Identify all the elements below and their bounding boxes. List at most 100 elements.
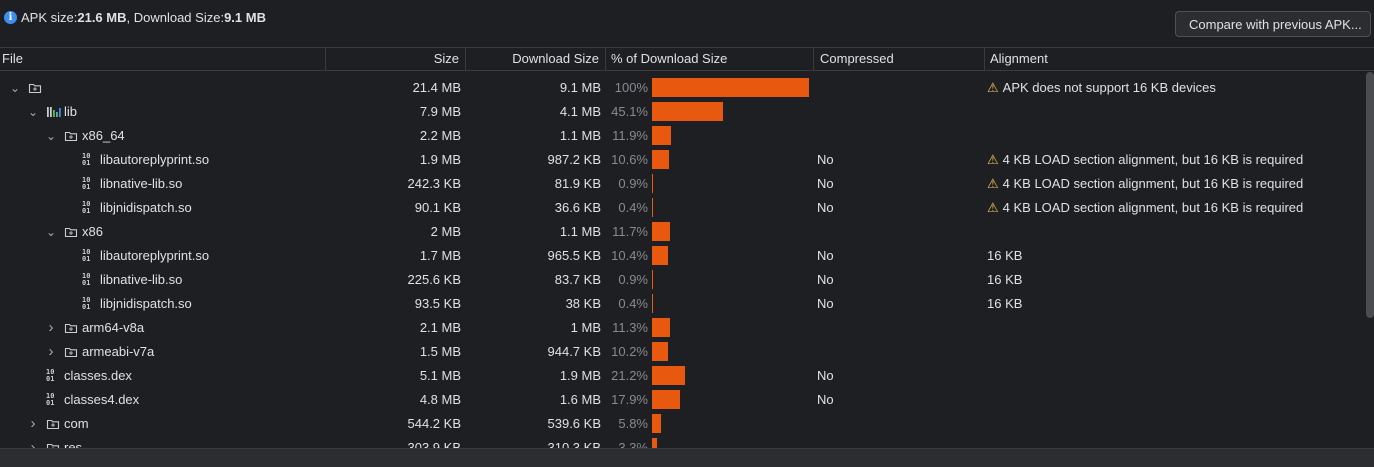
- column-header-size[interactable]: Size: [433, 51, 459, 66]
- table-row[interactable]: 10 01 libnative-lib.so 225.6 KB 83.7 KB 0.9% N…: [0, 268, 1374, 292]
- alignment-value: 16 KB: [987, 296, 1023, 311]
- table-header: File Size Download Size % of Download Si…: [0, 47, 1374, 71]
- column-header-alignment[interactable]: Alignment: [990, 51, 1048, 66]
- vertical-scrollbar[interactable]: [1366, 72, 1374, 318]
- alignment-value: 16 KB: [987, 272, 1023, 287]
- file-name: x86_64: [82, 128, 125, 143]
- column-divider[interactable]: [325, 48, 326, 70]
- download-size-value: 9.1 MB: [224, 10, 266, 25]
- percent-value: 100%: [614, 80, 648, 95]
- file-name: lib: [64, 104, 78, 119]
- column-divider[interactable]: [984, 48, 985, 70]
- horizontal-scroll-area[interactable]: [0, 448, 1374, 467]
- table-row[interactable]: 10 01 libjnidispatch.so 90.1 KB 36.6 KB 0.4% N…: [0, 196, 1374, 220]
- apk-summary: i APK size: 21.6 MB , Download Size: 9.1…: [4, 10, 266, 25]
- alignment-value: 4 KB LOAD section alignment, but 16 KB i…: [1002, 200, 1304, 215]
- chevron-down-icon[interactable]: ⌄: [27, 105, 39, 119]
- compressed-value: No: [817, 200, 834, 215]
- download-size-bar: [652, 414, 661, 433]
- binary-file-icon: 10 01: [82, 248, 91, 263]
- size-value: 1.7 MB: [419, 248, 461, 263]
- chevron-down-icon[interactable]: ⌄: [9, 81, 21, 95]
- compressed-value: No: [817, 272, 834, 287]
- download-size-value: 1.1 MB: [559, 224, 601, 239]
- column-header-compressed[interactable]: Compressed: [820, 51, 894, 66]
- download-size-bar: [652, 342, 668, 361]
- alignment-cell: ⚠ 4 KB LOAD section alignment, but 16 KB …: [987, 148, 1303, 172]
- table-row[interactable]: 10 01 classes.dex 5.1 MB 1.9 MB 21.2% No: [0, 364, 1374, 388]
- percent-value: 11.7%: [612, 224, 648, 239]
- size-value: 2 MB: [430, 224, 461, 239]
- table-row[interactable]: ⌄ lib 7.9 MB 4.1 MB 45.1%: [0, 100, 1374, 124]
- size-value: 242.3 KB: [407, 176, 462, 191]
- alignment-value: 4 KB LOAD section alignment, but 16 KB i…: [1002, 176, 1304, 191]
- download-size-value: 4.1 MB: [559, 104, 601, 119]
- compare-with-previous-apk-button[interactable]: Compare with previous APK...: [1175, 11, 1371, 37]
- column-header-file[interactable]: File: [2, 51, 23, 66]
- download-size-bar: [652, 438, 657, 456]
- download-size-bar: [652, 294, 653, 313]
- download-size-bar: [652, 366, 685, 385]
- binary-file-icon: 10 01: [46, 368, 55, 383]
- column-header-download-size[interactable]: Download Size: [512, 51, 599, 66]
- download-size-bar: [652, 390, 680, 409]
- table-row[interactable]: › armeabi-v7a 1.5 MB 944.7 KB 10.2%: [0, 340, 1374, 364]
- chevron-right-icon[interactable]: ›: [48, 319, 54, 336]
- download-size-value: 81.9 KB: [554, 176, 601, 191]
- download-size-bar: [652, 102, 723, 121]
- size-value: 21.4 MB: [412, 80, 461, 95]
- percent-value: 10.6%: [611, 152, 648, 167]
- size-value: 5.1 MB: [419, 368, 461, 383]
- file-name: arm64-v8a: [82, 320, 145, 335]
- size-value: 2.1 MB: [419, 320, 461, 335]
- top-bar: i APK size: 21.6 MB , Download Size: 9.1…: [0, 0, 1374, 46]
- percent-value: 0.9%: [618, 272, 648, 287]
- table-row[interactable]: › com 544.2 KB 539.6 KB 5.8%: [0, 412, 1374, 436]
- binary-file-icon: 10 01: [82, 296, 91, 311]
- warning-icon: ⚠: [987, 152, 999, 167]
- column-divider[interactable]: [605, 48, 606, 70]
- size-value: 544.2 KB: [407, 416, 462, 431]
- binary-file-icon: 10 01: [46, 392, 55, 407]
- table-row[interactable]: ⌄ 21.4 MB 9.1 MB 100% ⚠ APK does not support …: [0, 76, 1374, 100]
- alignment-cell: 16 KB: [987, 268, 1022, 292]
- table-row[interactable]: 10 01 libautoreplyprint.so 1.7 MB 965.5 KB 10…: [0, 244, 1374, 268]
- table-row[interactable]: ⌄ x86 2 MB 1.1 MB 11.7%: [0, 220, 1374, 244]
- download-size-value: 36.6 KB: [554, 200, 601, 215]
- column-header-percent[interactable]: % of Download Size: [611, 51, 728, 66]
- chevron-right-icon[interactable]: ›: [26, 436, 40, 456]
- file-name: libjnidispatch.so: [100, 200, 192, 215]
- table-row[interactable]: 10 01 libautoreplyprint.so 1.9 MB 987.2 KB 10…: [0, 148, 1374, 172]
- binary-file-icon: 10 01: [82, 272, 91, 287]
- file-tree-table: ⌄ 21.4 MB 9.1 MB 100% ⚠ APK does not support …: [0, 76, 1374, 456]
- percent-value: 21.2%: [611, 368, 648, 383]
- download-size-value: 539.6 KB: [547, 416, 602, 431]
- table-row[interactable]: 10 01 libnative-lib.so 242.3 KB 81.9 KB 0.9% N…: [0, 172, 1374, 196]
- size-value: 90.1 KB: [414, 200, 461, 215]
- download-size-bar: [652, 174, 653, 193]
- file-name: libnative-lib.so: [100, 272, 183, 287]
- folder-icon: [64, 321, 78, 335]
- alignment-cell: ⚠ APK does not support 16 KB devices: [987, 76, 1216, 100]
- compressed-value: No: [817, 368, 834, 383]
- library-icon: [46, 105, 62, 119]
- column-divider[interactable]: [465, 48, 466, 70]
- file-name: libautoreplyprint.so: [100, 152, 210, 167]
- folder-icon: [28, 81, 42, 95]
- column-divider[interactable]: [813, 48, 814, 70]
- chevron-right-icon[interactable]: ›: [30, 415, 36, 432]
- table-row[interactable]: ⌄ x86_64 2.2 MB 1.1 MB 11.9%: [0, 124, 1374, 148]
- chevron-right-icon[interactable]: ›: [48, 343, 54, 360]
- info-icon: i: [4, 11, 17, 24]
- chevron-down-icon[interactable]: ⌄: [45, 225, 57, 239]
- table-row[interactable]: 10 01 classes4.dex 4.8 MB 1.6 MB 17.9% No: [0, 388, 1374, 412]
- alignment-value: 4 KB LOAD section alignment, but 16 KB i…: [1002, 152, 1304, 167]
- download-size-value: 83.7 KB: [554, 272, 601, 287]
- percent-value: 45.1%: [611, 104, 648, 119]
- table-row[interactable]: 10 01 libjnidispatch.so 93.5 KB 38 KB 0.4% No 1…: [0, 292, 1374, 316]
- chevron-down-icon[interactable]: ⌄: [45, 129, 57, 143]
- table-row[interactable]: › arm64-v8a 2.1 MB 1 MB 11.3%: [0, 316, 1374, 340]
- percent-value: 5.8%: [618, 416, 648, 431]
- download-size-bar: [652, 270, 653, 289]
- compressed-value: No: [817, 392, 834, 407]
